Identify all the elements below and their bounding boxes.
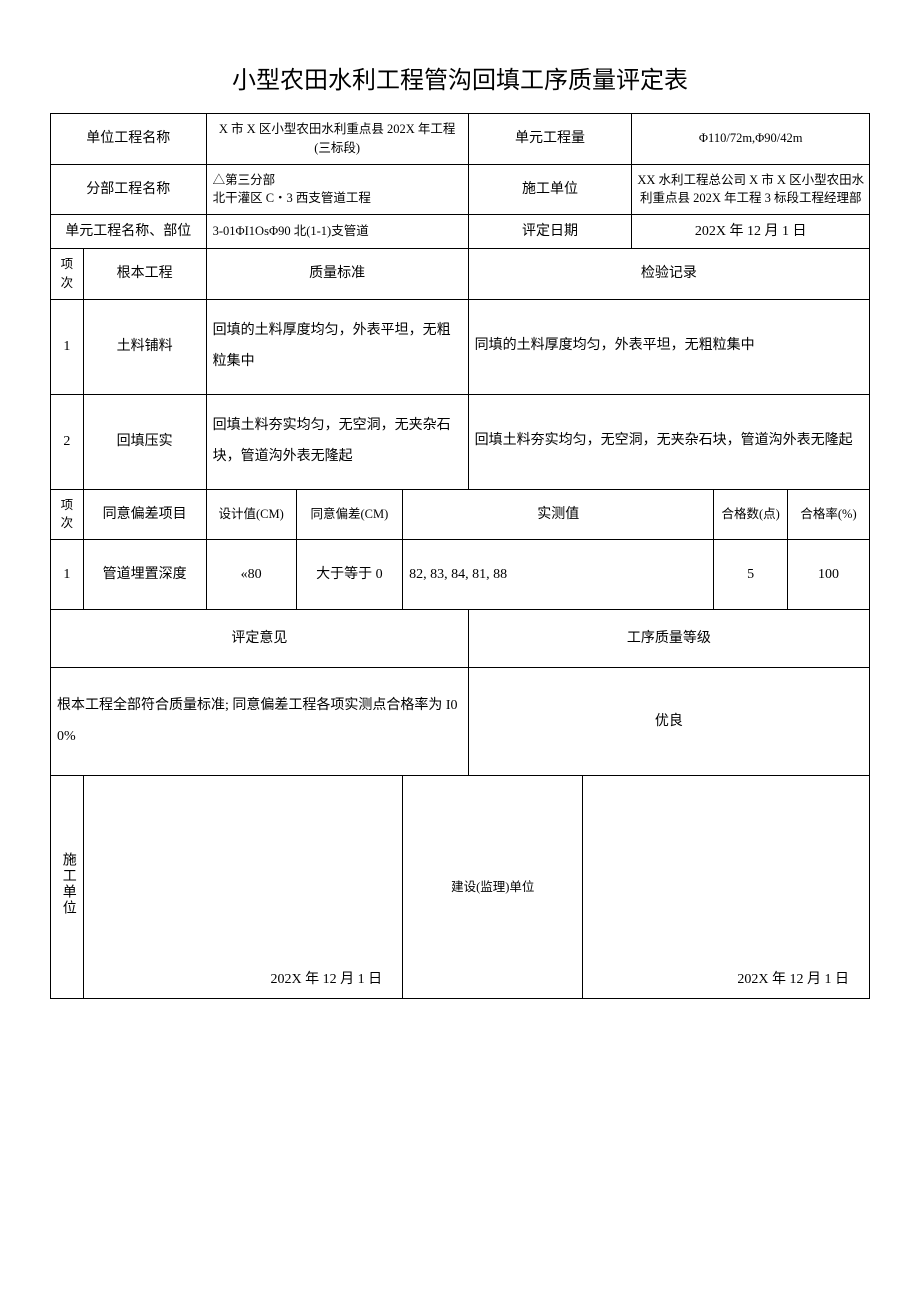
header-row-3: 单元工程名称、部位 3-01ΦI1OsΦ90 北(1-1)支管道 评定日期 20… xyxy=(51,215,870,249)
section1-header: 项次 根本工程 质量标准 检验记录 xyxy=(51,249,870,300)
sign-contractor-label: 施工单位 xyxy=(55,852,79,916)
unit-project-qty-label: 单元工程量 xyxy=(468,114,632,165)
col-idx-2: 项次 xyxy=(51,489,84,540)
eval-grade-value: 优良 xyxy=(468,668,869,776)
col-pass-rate: 合格率(%) xyxy=(788,489,870,540)
section1-row-1: 1 土料铺料 回填的土料厚度均匀，外表平坦，无粗粒集中 同填的土料厚度均匀，外表… xyxy=(51,299,870,394)
sub-project-name-label: 分部工程名称 xyxy=(51,164,207,215)
col-item-2: 同意偏差项目 xyxy=(83,489,206,540)
col-item-1: 根本工程 xyxy=(83,249,206,300)
s1-record2: 回填土料夯实均匀，无空洞，无夹杂石块，管道沟外表无隆起 xyxy=(468,394,869,489)
col-measured: 实测值 xyxy=(403,489,714,540)
s1-item: 土料铺料 xyxy=(83,299,206,394)
s1-item2: 回填压实 xyxy=(83,394,206,489)
s2-pass-rate: 100 xyxy=(788,540,870,610)
eval-grade-label: 工序质量等级 xyxy=(468,610,869,668)
sign-contractor-label-cell: 施工单位 xyxy=(51,776,84,999)
s1-standard2: 回填土料夯实均匀，无空洞，无夹杂石块，管道沟外表无隆起 xyxy=(206,394,468,489)
unit-project-part-value: 3-01ΦI1OsΦ90 北(1-1)支管道 xyxy=(206,215,468,249)
sign-supervisor-date: 202X 年 12 月 1 日 xyxy=(583,776,870,999)
sign-supervisor-label: 建设(监理)单位 xyxy=(403,776,583,999)
unit-project-part-label: 单元工程名称、部位 xyxy=(51,215,207,249)
contractor-value: XX 水利工程总公司 X 市 X 区小型农田水利重点县 202X 年工程 3 标… xyxy=(632,164,870,215)
eval-header: 评定意见 工序质量等级 xyxy=(51,610,870,668)
page-title: 小型农田水利工程管沟回填工序质量评定表 xyxy=(50,60,870,95)
s1-standard: 回填的土料厚度均匀，外表平坦，无粗粒集中 xyxy=(206,299,468,394)
eval-opinion-value: 根本工程全部符合质量标准; 同意偏差工程各项实测点合格率为 I00% xyxy=(51,668,469,776)
sub-project-name-value: △第三分部 北干灌区 C・3 西支管道工程 xyxy=(206,164,468,215)
s2-item: 管道埋置深度 xyxy=(83,540,206,610)
col-record: 检验记录 xyxy=(468,249,869,300)
col-standard: 质量标准 xyxy=(206,249,468,300)
s2-measured: 82, 83, 84, 81, 88 xyxy=(403,540,714,610)
col-idx-1: 项次 xyxy=(51,249,84,300)
col-allow: 同意偏差(CM) xyxy=(296,489,402,540)
s2-allow: 大于等于 0 xyxy=(296,540,402,610)
eval-date-value: 202X 年 12 月 1 日 xyxy=(632,215,870,249)
eval-opinion-label: 评定意见 xyxy=(51,610,469,668)
contractor-label: 施工单位 xyxy=(468,164,632,215)
col-design: 设计值(CM) xyxy=(206,489,296,540)
s2-pass-count: 5 xyxy=(714,540,788,610)
unit-project-qty-value: Φ110/72m,Φ90/42m xyxy=(632,114,870,165)
sign-contractor-date: 202X 年 12 月 1 日 xyxy=(83,776,402,999)
col-pass-count: 合格数(点) xyxy=(714,489,788,540)
eval-row: 根本工程全部符合质量标准; 同意偏差工程各项实测点合格率为 I00% 优良 xyxy=(51,668,870,776)
s2-design: «80 xyxy=(206,540,296,610)
header-row-1: 单位工程名称 X 市 X 区小型农田水利重点县 202X 年工程(三标段) 单元… xyxy=(51,114,870,165)
eval-date-label: 评定日期 xyxy=(468,215,632,249)
header-row-2: 分部工程名称 △第三分部 北干灌区 C・3 西支管道工程 施工单位 XX 水利工… xyxy=(51,164,870,215)
s1-idx2: 2 xyxy=(51,394,84,489)
evaluation-table: 单位工程名称 X 市 X 区小型农田水利重点县 202X 年工程(三标段) 单元… xyxy=(50,113,870,999)
signature-row: 施工单位 202X 年 12 月 1 日 建设(监理)单位 202X 年 12 … xyxy=(51,776,870,999)
s1-idx: 1 xyxy=(51,299,84,394)
s2-idx: 1 xyxy=(51,540,84,610)
section2-header: 项次 同意偏差项目 设计值(CM) 同意偏差(CM) 实测值 合格数(点) 合格… xyxy=(51,489,870,540)
unit-project-name-label: 单位工程名称 xyxy=(51,114,207,165)
section1-row-2: 2 回填压实 回填土料夯实均匀，无空洞，无夹杂石块，管道沟外表无隆起 回填土料夯… xyxy=(51,394,870,489)
s1-record: 同填的土料厚度均匀，外表平坦，无粗粒集中 xyxy=(468,299,869,394)
section2-row-1: 1 管道埋置深度 «80 大于等于 0 82, 83, 84, 81, 88 5… xyxy=(51,540,870,610)
unit-project-name-value: X 市 X 区小型农田水利重点县 202X 年工程(三标段) xyxy=(206,114,468,165)
